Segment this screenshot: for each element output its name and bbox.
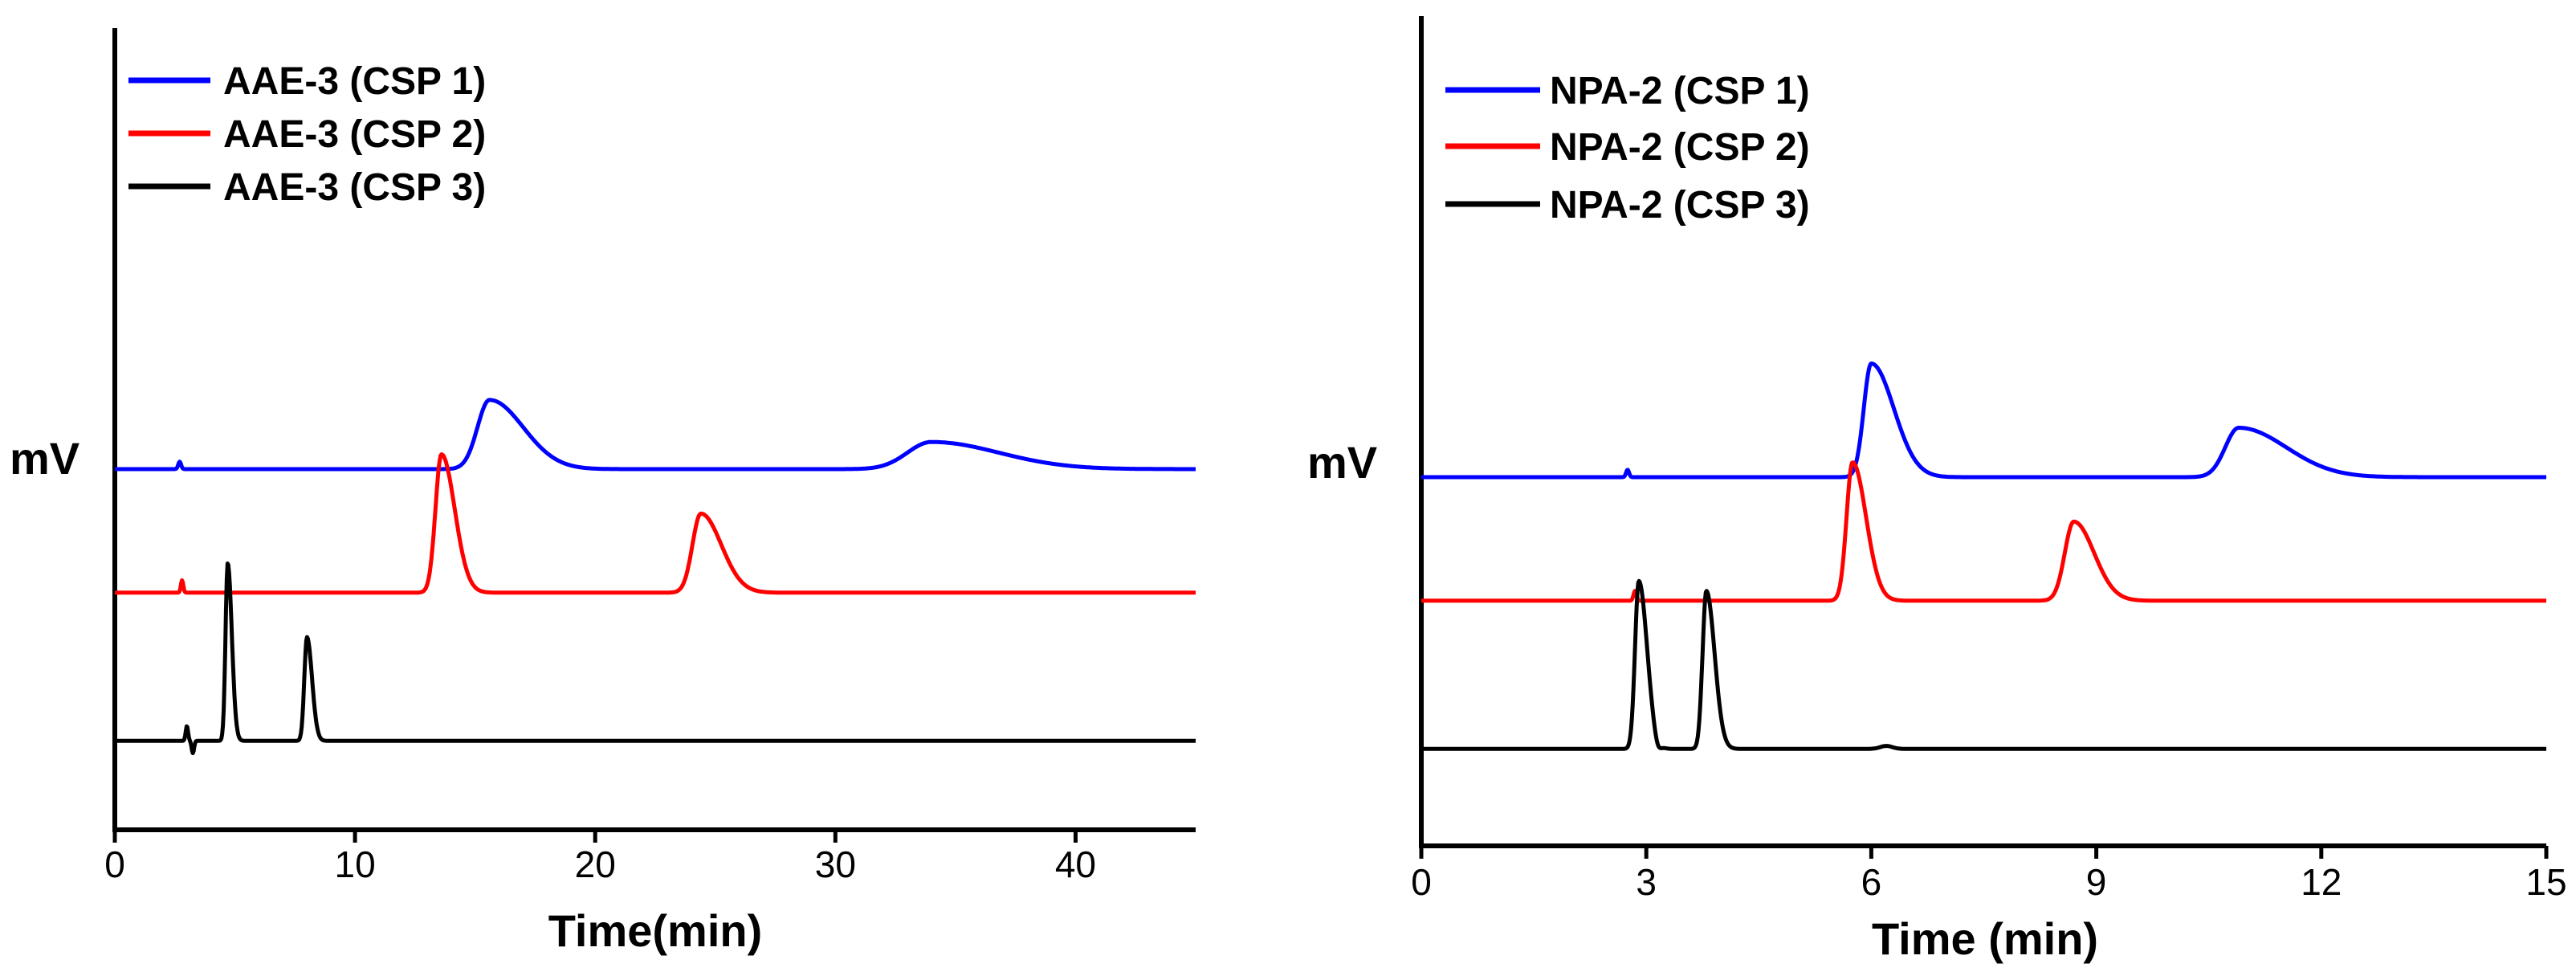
legend-label-aae3-csp2: AAE-3 (CSP 2) bbox=[223, 113, 486, 156]
series-line-npa2-csp1 bbox=[1420, 361, 2548, 480]
y-axis-label-right: mV bbox=[1307, 437, 1377, 488]
legend-right: NPA-2 (CSP 1) NPA-2 (CSP 2) NPA-2 (CSP 3… bbox=[1445, 70, 1810, 227]
x-tick-label-3: 3 bbox=[1636, 861, 1657, 903]
x-tick-label-40: 40 bbox=[1055, 843, 1096, 885]
series-line-npa2-csp2 bbox=[1420, 460, 2548, 603]
x-tick-label-0: 0 bbox=[1411, 861, 1432, 903]
legend-label-npa2-csp3: NPA-2 (CSP 3) bbox=[1550, 184, 1810, 227]
legend-left: AAE-3 (CSP 1) AAE-3 (CSP 2) AAE-3 (CSP 3… bbox=[128, 60, 486, 209]
x-tick-label-10: 10 bbox=[335, 843, 376, 885]
x-tick-label-6: 6 bbox=[1861, 861, 1882, 903]
x-tick-label-12: 12 bbox=[2301, 861, 2342, 903]
x-tick-label-20: 20 bbox=[575, 843, 616, 885]
series-line-aae3-csp1 bbox=[113, 398, 1197, 472]
series-line-aae3-csp2 bbox=[113, 452, 1197, 595]
x-tick-label-9: 9 bbox=[2086, 861, 2107, 903]
legend-label-npa2-csp2: NPA-2 (CSP 2) bbox=[1550, 126, 1810, 169]
series-lines-left bbox=[113, 398, 1197, 756]
y-axis-label-left: mV bbox=[10, 433, 79, 484]
series-line-npa2-csp3 bbox=[1420, 578, 2548, 751]
chart-panel-right: 0 3 6 9 12 15 mV Time (min) NPA-2 (CSP 1) NPA… bbox=[1307, 16, 2567, 964]
x-ticks-left: 0 10 20 30 40 bbox=[104, 830, 1096, 885]
x-tick-label-15: 15 bbox=[2525, 861, 2566, 903]
x-ticks-right: 0 3 6 9 12 15 bbox=[1411, 846, 2567, 903]
series-lines-right bbox=[1420, 361, 2548, 751]
x-axis-label-left: Time(min) bbox=[548, 905, 763, 956]
legend-label-aae3-csp1: AAE-3 (CSP 1) bbox=[223, 60, 486, 103]
x-axis-label-right: Time (min) bbox=[1872, 913, 2098, 964]
legend-label-npa2-csp1: NPA-2 (CSP 1) bbox=[1550, 70, 1810, 112]
x-tick-label-30: 30 bbox=[815, 843, 856, 885]
x-tick-label-0: 0 bbox=[104, 843, 125, 885]
legend-label-aae3-csp3: AAE-3 (CSP 3) bbox=[223, 166, 486, 209]
series-line-aae3-csp3 bbox=[113, 562, 1197, 756]
chart-panel-left: 0 10 20 30 40 mV Time(min) AAE-3 (CSP 1) AAE… bbox=[10, 28, 1197, 956]
